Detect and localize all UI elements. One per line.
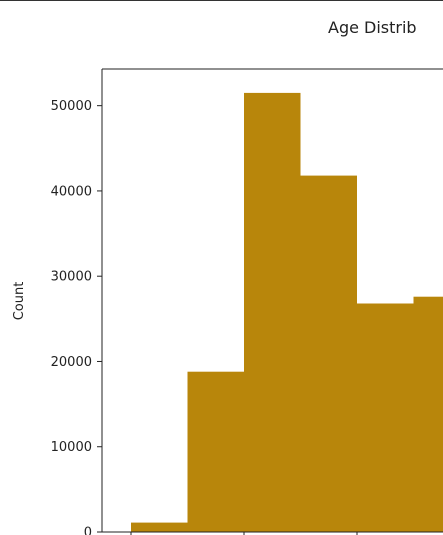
histogram-bar [188,372,245,532]
y-tick-label: 40000 [51,184,92,199]
y-tick-label: 10000 [51,440,92,455]
histogram-bar [131,523,188,532]
chart-title: Age Distrib [328,18,417,37]
y-tick-label: 50000 [51,99,92,114]
y-tick-label: 20000 [51,355,92,370]
histogram-bar [301,176,358,532]
y-axis-label: Count [12,282,27,321]
histogram-bar [414,297,443,532]
histogram-bar [357,304,414,533]
y-tick-label: 30000 [51,270,92,285]
histogram-bar [244,93,301,532]
